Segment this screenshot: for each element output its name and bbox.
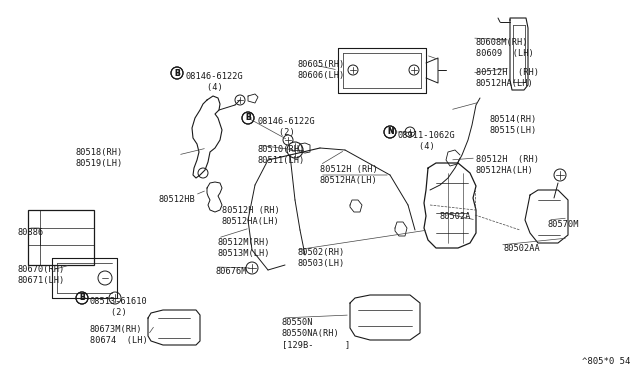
- Text: 80676M: 80676M: [215, 267, 246, 276]
- Text: 80512H  (RH)
80512HA(LH): 80512H (RH) 80512HA(LH): [476, 68, 539, 88]
- Text: 80502(RH)
80503(LH): 80502(RH) 80503(LH): [298, 248, 345, 268]
- Circle shape: [98, 271, 112, 285]
- Text: 80550N
80550NA(RH)
[129B-      ]: 80550N 80550NA(RH) [129B- ]: [282, 318, 350, 349]
- Text: B: B: [174, 68, 180, 77]
- Text: B: B: [79, 294, 85, 302]
- Circle shape: [287, 142, 303, 158]
- Text: 80518(RH)
80519(LH): 80518(RH) 80519(LH): [75, 148, 122, 168]
- Text: B: B: [245, 113, 251, 122]
- Text: 80670(RH)
80671(LH): 80670(RH) 80671(LH): [18, 265, 65, 285]
- Text: 80512H (RH)
80512HA(LH): 80512H (RH) 80512HA(LH): [320, 165, 378, 185]
- Text: 80608M(RH)
80609  (LH): 80608M(RH) 80609 (LH): [476, 38, 534, 58]
- Text: B: B: [79, 294, 85, 302]
- Text: 80570M: 80570M: [548, 220, 579, 229]
- Circle shape: [109, 292, 121, 304]
- Text: B: B: [174, 68, 180, 77]
- Text: 80605(RH)
80606(LH): 80605(RH) 80606(LH): [298, 60, 345, 80]
- Text: 80510(RH)
80511(LH): 80510(RH) 80511(LH): [258, 145, 305, 165]
- Text: 08911-1062G
    (4): 08911-1062G (4): [398, 131, 456, 151]
- Circle shape: [409, 65, 419, 75]
- Circle shape: [235, 95, 245, 105]
- Text: 80512H  (RH)
80512HA(LH): 80512H (RH) 80512HA(LH): [476, 155, 539, 175]
- Circle shape: [246, 262, 258, 274]
- Circle shape: [348, 65, 358, 75]
- Text: 80512HB: 80512HB: [158, 195, 195, 204]
- Text: 80512H (RH)
80512HA(LH): 80512H (RH) 80512HA(LH): [222, 206, 280, 226]
- Text: 08146-6122G
    (2): 08146-6122G (2): [258, 117, 316, 137]
- Text: 80512M(RH)
80513M(LH): 80512M(RH) 80513M(LH): [218, 238, 271, 258]
- Text: 80502A: 80502A: [440, 212, 472, 221]
- Text: 80514(RH)
80515(LH): 80514(RH) 80515(LH): [490, 115, 537, 135]
- Text: 08513-61610
    (2): 08513-61610 (2): [90, 297, 148, 317]
- Text: 80502AA: 80502AA: [504, 244, 541, 253]
- Circle shape: [405, 127, 415, 137]
- Text: N: N: [387, 128, 393, 137]
- Text: 80886: 80886: [18, 228, 44, 237]
- Text: 08146-6122G
    (4): 08146-6122G (4): [186, 72, 244, 92]
- Bar: [28, 210, 94, 265]
- Text: 80673M(RH)
80674  (LH): 80673M(RH) 80674 (LH): [90, 325, 148, 345]
- Circle shape: [554, 169, 566, 181]
- Text: ^805*0 54: ^805*0 54: [582, 357, 630, 366]
- Circle shape: [283, 135, 293, 145]
- Text: B: B: [245, 113, 251, 122]
- Text: N: N: [387, 128, 393, 137]
